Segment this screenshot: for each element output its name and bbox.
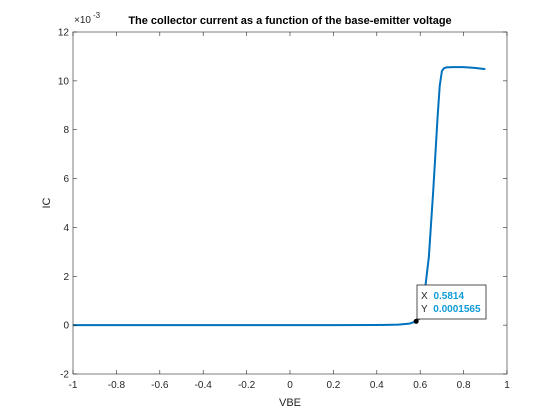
datatip-y-value: 0.0001565 — [433, 304, 481, 315]
x-tick-label: 0.2 — [326, 380, 340, 391]
datatip[interactable]: X 0.5814 Y 0.0001565 — [413, 284, 487, 324]
y-tick-label: 8 — [63, 125, 69, 136]
y-exponent-base: ×10 — [74, 15, 91, 26]
x-tick-label: -1 — [69, 380, 78, 391]
datatip-y-label: Y — [421, 304, 428, 315]
y-tick-label: 2 — [63, 272, 69, 283]
y-tick-label: 6 — [63, 174, 69, 185]
y-axis-label: IC — [41, 197, 53, 208]
chart-title: The collector current as a function of t… — [128, 15, 451, 27]
svg-text:X 0.5814: X 0.5814 — [421, 291, 464, 302]
x-ticks: -1 -0.8 -0.6 -0.4 -0.2 0 0.2 0.4 0.6 0.8 1 — [69, 32, 510, 391]
x-tick-label: -0.2 — [238, 380, 256, 391]
x-tick-label: 0.6 — [413, 380, 427, 391]
datatip-x-value: 0.5814 — [433, 291, 464, 302]
x-tick-label: 1 — [504, 380, 510, 391]
plot-area — [73, 32, 507, 374]
x-tick-label: 0.4 — [370, 380, 384, 391]
x-axis-label: VBE — [279, 397, 301, 409]
x-tick-label: -0.4 — [195, 380, 213, 391]
datatip-box[interactable] — [416, 284, 487, 320]
x-tick-label: -0.6 — [151, 380, 169, 391]
y-tick-label: 0 — [63, 321, 69, 332]
datatip-marker[interactable] — [413, 318, 419, 324]
y-exponent-power: -3 — [93, 11, 101, 20]
x-tick-label: 0.8 — [457, 380, 471, 391]
y-tick-label: 12 — [58, 28, 70, 39]
y-tick-label: 10 — [58, 76, 70, 87]
datatip-x-label: X — [421, 291, 428, 302]
y-ticks: -2 0 2 4 6 8 10 12 — [58, 28, 507, 381]
plot-box — [72, 31, 508, 375]
x-tick-label: 0 — [287, 380, 293, 391]
y-tick-label: 4 — [63, 223, 69, 234]
y-tick-label: -2 — [60, 370, 69, 381]
x-tick-label: -0.8 — [108, 380, 126, 391]
svg-text:Y 0.0001565: Y 0.0001565 — [421, 304, 481, 315]
